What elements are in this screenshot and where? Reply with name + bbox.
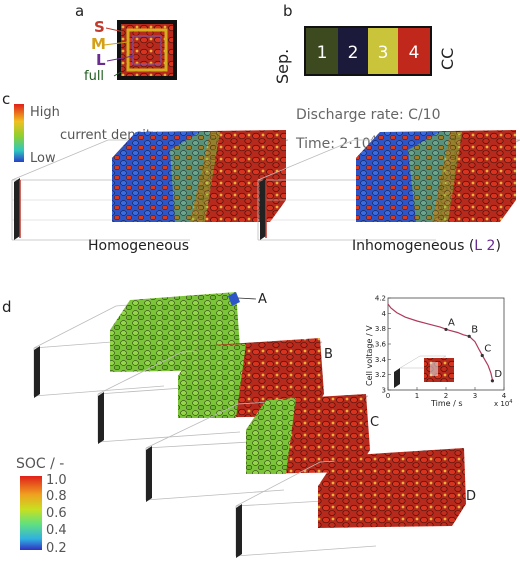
panel-b: b Sep. 1 2 3 4 CC	[273, 2, 457, 84]
voltage-chart-xlabel: Time / s	[430, 399, 463, 408]
block-c-label: C	[370, 415, 379, 430]
panel-c: c High current density Low Discharge rat…	[2, 90, 520, 254]
voltage-chart: 0 1 2 3 4 3 3.2 3.4 3.6 3.8 4 4.2 A BC D Cell voltage…	[365, 295, 512, 409]
segment-2-label: 2	[348, 43, 359, 63]
panel-c-letter: c	[2, 90, 10, 108]
panel-a-letter: a	[75, 2, 84, 20]
electrode-block-b	[97, 338, 324, 444]
y-tick-label: 4.2	[375, 295, 386, 303]
panel-b-letter: b	[283, 2, 293, 20]
soc-tick-3: 0.6	[46, 506, 67, 521]
soc-tick-5: 0.2	[46, 541, 67, 556]
inhomogeneous-block	[257, 130, 520, 241]
separator-label: Sep.	[273, 49, 292, 84]
y-tick-label: 3.8	[375, 325, 386, 333]
marker-a	[444, 327, 448, 332]
inset-3d-model	[394, 355, 454, 388]
block-a-label: A	[258, 292, 267, 307]
marker-label-b: B	[471, 324, 478, 335]
label-l: L	[96, 51, 106, 69]
electrode-block-d	[235, 448, 466, 558]
label-full: full	[84, 69, 104, 84]
y-tick-label: 3	[382, 387, 386, 395]
panel-a: a S M L full	[75, 2, 177, 84]
label-s: S	[94, 18, 105, 36]
marker-b	[467, 334, 471, 338]
discharge-rate: Discharge rate: C/10	[296, 107, 440, 123]
x-tick-label: 2	[444, 392, 448, 400]
y-tick-label: 3.4	[375, 356, 387, 364]
soc-colorbar	[20, 476, 42, 550]
marker-c	[480, 353, 484, 358]
segment-2	[338, 28, 368, 74]
electrode-block-c	[145, 394, 370, 502]
segment-3-label: 3	[378, 43, 389, 63]
legend-high: High	[30, 105, 60, 120]
marker-d	[490, 379, 494, 383]
marker-label-c: C	[484, 344, 491, 355]
y-tick-label: 3.6	[375, 341, 387, 349]
x-tick-label: 4	[502, 392, 507, 400]
y-tick-label: 3.2	[375, 371, 386, 379]
y-tick-label: 4	[382, 310, 387, 318]
voltage-chart-x-multiplier: x 104	[494, 399, 512, 408]
label-m: M	[91, 35, 106, 53]
segment-4	[398, 28, 430, 74]
panel-d: d A B C	[2, 292, 512, 558]
voltage-curve	[387, 303, 494, 383]
marker-label-d: D	[494, 369, 502, 380]
legend-low: Low	[30, 151, 56, 166]
x-tick-label: 3	[473, 392, 477, 400]
segment-4-label: 4	[409, 43, 420, 63]
segment-1-label: 1	[317, 43, 328, 63]
current-density-colorbar	[14, 104, 24, 162]
x-tick-label: 1	[415, 392, 419, 400]
segment-1	[306, 28, 338, 74]
panel-d-letter: d	[2, 298, 12, 316]
homogeneous-block	[11, 130, 289, 241]
soc-tick-1: 1.0	[46, 473, 67, 488]
block-b-label: B	[324, 347, 333, 362]
voltage-chart-ylabel: Cell voltage / V	[365, 325, 374, 386]
soc-tick-2: 0.8	[46, 489, 67, 504]
block-d-label: D	[466, 489, 476, 504]
marker-label-a: A	[448, 317, 455, 328]
homogeneous-caption: Homogeneous	[88, 238, 189, 254]
segment-3	[368, 28, 398, 74]
x-tick-label: 0	[386, 392, 390, 400]
inhomogeneous-caption: Inhomogeneous (L 2)	[352, 238, 501, 254]
current-collector-label: CC	[438, 48, 457, 70]
soc-tick-4: 0.4	[46, 523, 67, 538]
soc-legend-title: SOC / -	[16, 456, 64, 472]
